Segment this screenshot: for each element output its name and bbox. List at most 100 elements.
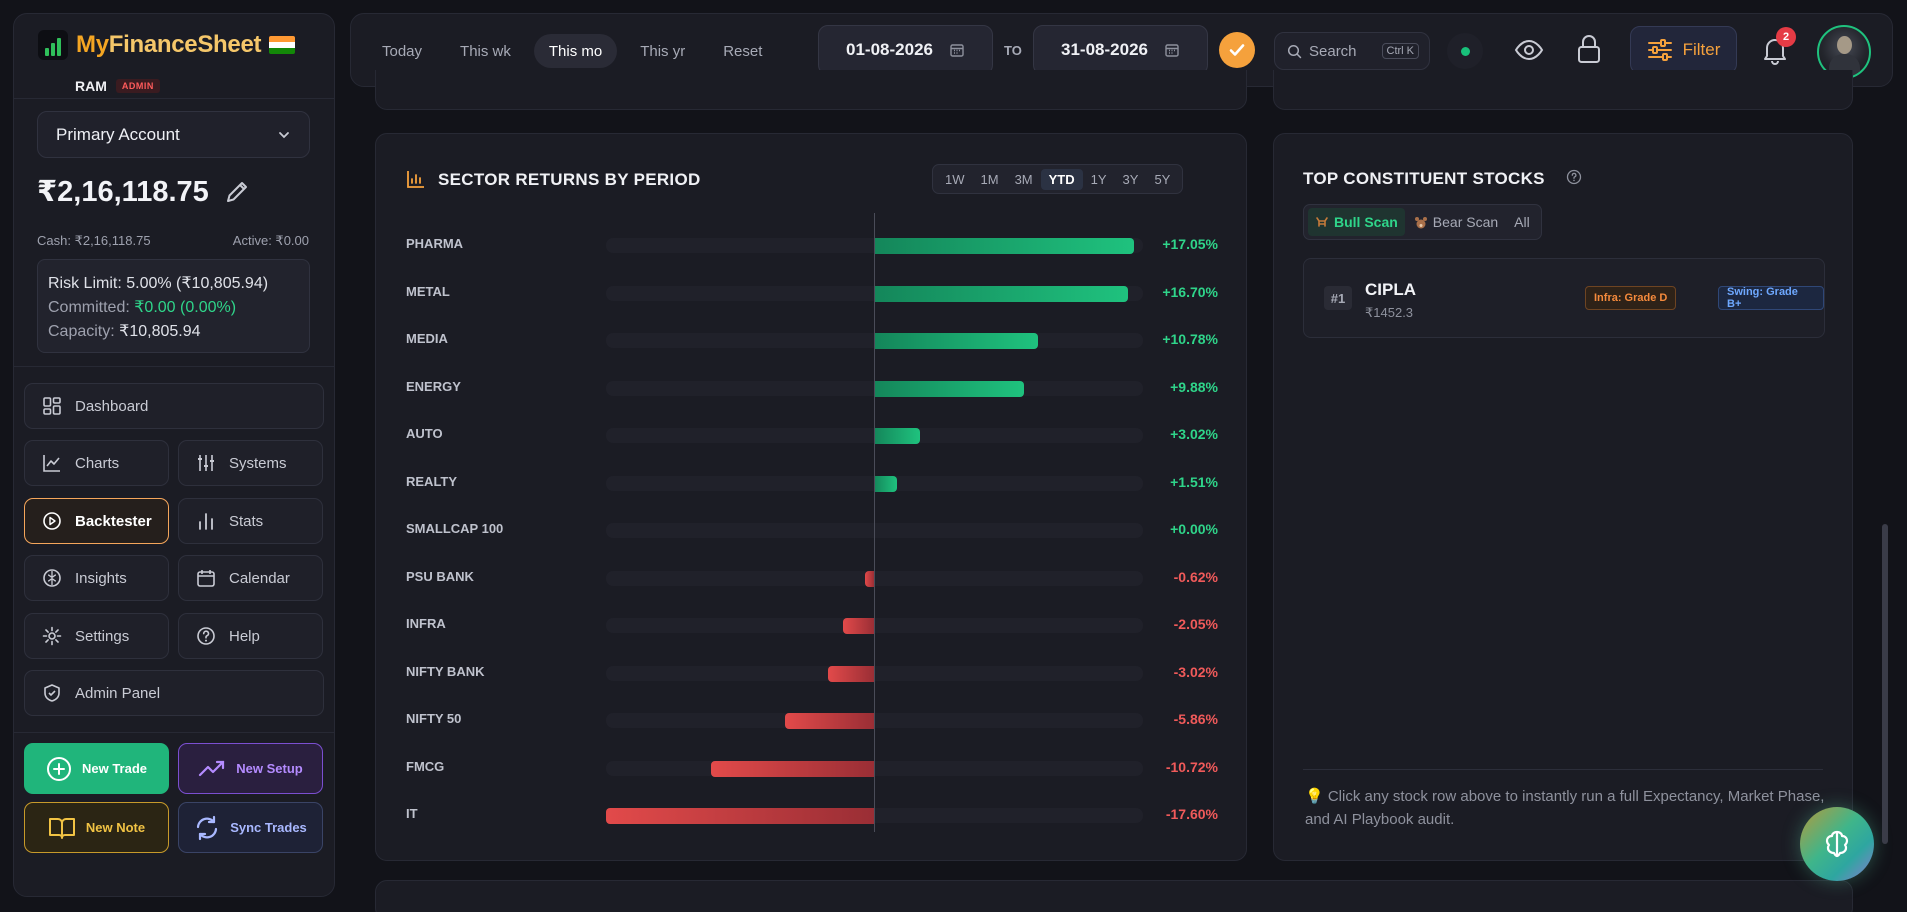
nav-admin-panel[interactable]: Admin Panel [24, 670, 324, 716]
apply-date-range-button[interactable] [1219, 32, 1255, 68]
brand[interactable]: MyFinanceSheet [38, 30, 296, 60]
nav-dashboard[interactable]: Dashboard [24, 383, 324, 429]
nav-help-label: Help [229, 627, 260, 645]
nav-insights[interactable]: Insights [24, 555, 169, 601]
check-icon [1229, 44, 1245, 56]
gear-icon [42, 626, 62, 646]
new-setup-button[interactable]: New Setup [178, 743, 323, 794]
sector-bar [874, 285, 1129, 302]
tab-bear-scan[interactable]: Bear Scan [1407, 208, 1505, 236]
nav-systems[interactable]: Systems [178, 440, 323, 486]
period-tab-this-year[interactable]: This yr [640, 42, 686, 60]
user-info: RAM ADMIN [75, 78, 160, 94]
brand-name-part2: FinanceSheet [108, 31, 262, 58]
account-select[interactable]: Primary Account [37, 111, 310, 158]
book-open-icon [48, 817, 75, 839]
range-tab-1w[interactable]: 1W [945, 171, 965, 187]
sector-bar [874, 333, 1039, 349]
india-flag-icon [269, 36, 296, 54]
new-note-label: New Note [85, 820, 146, 835]
nav-settings[interactable]: Settings [24, 613, 169, 659]
sector-row[interactable]: NIFTY 50 -5.86% [376, 709, 1248, 729]
nav-stats[interactable]: Stats [178, 498, 323, 544]
sector-name: PSU BANK [406, 568, 474, 584]
range-tab-3y[interactable]: 3Y [1122, 171, 1139, 187]
sector-row[interactable]: NIFTY BANK -3.02% [376, 662, 1248, 682]
panel-below [375, 880, 1853, 912]
new-note-button[interactable]: New Note [24, 802, 169, 853]
sync-icon [197, 815, 218, 840]
connection-status[interactable] [1447, 33, 1483, 69]
tab-all[interactable]: All [1514, 214, 1530, 230]
sector-row[interactable]: FMCG -10.72% [376, 757, 1248, 777]
nav-charts[interactable]: Charts [24, 440, 169, 486]
sector-value-label: -2.05% [1173, 616, 1218, 632]
risk-committed: Committed: ₹0.00 (0.00%) [48, 296, 299, 320]
date-from-value: 01-08-2026 [846, 40, 933, 59]
sector-row[interactable]: PSU BANK -0.62% [376, 567, 1248, 587]
new-trade-label: New Trade [81, 761, 148, 776]
new-trade-button[interactable]: New Trade [24, 743, 169, 794]
eye-icon[interactable] [1514, 35, 1544, 65]
sector-value-label: +17.05% [1162, 236, 1218, 252]
sector-bar [864, 570, 874, 587]
sector-row[interactable]: SMALLCAP 100 +0.00% [376, 519, 1248, 539]
sector-row[interactable]: AUTO +3.02% [376, 424, 1248, 444]
tab-bull-scan[interactable]: Bull Scan [1308, 208, 1405, 236]
sector-name: MEDIA [406, 331, 448, 346]
brand-name: MyFinanceSheet [76, 31, 262, 59]
sector-name: FMCG [406, 758, 445, 774]
sector-row[interactable]: ENERGY +9.88% [376, 377, 1248, 397]
edit-pencil-icon[interactable] [223, 178, 251, 206]
sync-trades-button[interactable]: Sync Trades [178, 802, 323, 853]
sector-row[interactable]: PHARMA +17.05% [376, 234, 1248, 254]
risk-limit: Risk Limit: 5.00% (₹10,805.94) [48, 275, 269, 292]
bull-icon [1316, 217, 1328, 227]
notification-count-badge: 2 [1776, 27, 1796, 47]
range-tab-3m[interactable]: 3M [1014, 171, 1033, 187]
info-help-icon[interactable] [1566, 169, 1582, 185]
chevron-down-icon [279, 131, 289, 138]
range-tab-5y[interactable]: 5Y [1154, 171, 1171, 187]
range-tab-ytd[interactable]: YTD [1040, 168, 1083, 190]
range-tab-1y[interactable]: 1Y [1090, 171, 1107, 187]
sidebar: MyFinanceSheet RAM ADMIN Primary Account… [13, 13, 335, 897]
sector-value-label: +10.78% [1162, 331, 1218, 347]
balance: ₹2,16,118.75 [37, 174, 251, 209]
filter-button[interactable]: Filter [1630, 26, 1737, 74]
sector-row[interactable]: MEDIA +10.78% [376, 329, 1248, 349]
sector-row[interactable]: REALTY +1.51% [376, 472, 1248, 492]
lock-icon[interactable] [1575, 33, 1603, 65]
search-icon [1287, 44, 1302, 58]
search-shortcut: Ctrl K [1381, 43, 1419, 59]
search-input[interactable]: Search Ctrl K [1274, 32, 1430, 70]
nav-calendar[interactable]: Calendar [178, 555, 323, 601]
sector-row[interactable]: IT -17.60% [376, 804, 1248, 824]
period-reset-button[interactable]: Reset [723, 42, 763, 60]
period-tab-this-week[interactable]: This wk [460, 42, 511, 60]
period-tab-this-month[interactable]: This mo [533, 34, 618, 68]
date-from-input[interactable]: 01-08-2026 [818, 25, 993, 75]
sector-row[interactable]: METAL +16.70% [376, 282, 1248, 302]
period-tabs: Today This wk This mo This yr Reset [367, 34, 777, 68]
top-stocks-panel: TOP CONSTITUENT STOCKS Bull Scan Bear Sc… [1273, 133, 1853, 861]
bear-icon [1414, 216, 1427, 228]
stock-price: ₹1452.3 [1365, 305, 1414, 320]
new-setup-label: New Setup [236, 761, 303, 776]
bar-chart-icon [407, 171, 424, 188]
page-scrollbar[interactable] [1882, 524, 1888, 844]
sector-name: REALTY [406, 473, 458, 489]
nav-backtester[interactable]: Backtester [24, 498, 169, 544]
sliders-icon [198, 455, 214, 471]
period-tab-today[interactable]: Today [382, 42, 423, 60]
sector-value-label: -10.72% [1165, 758, 1218, 775]
risk-capacity-label: Capacity: [48, 323, 115, 340]
sector-row[interactable]: INFRA -2.05% [376, 614, 1248, 634]
range-tab-1m[interactable]: 1M [980, 171, 999, 187]
ai-assistant-button[interactable] [1800, 807, 1874, 881]
sector-returns-panel: SECTOR RETURNS BY PERIOD 1W 1M 3M YTD 1Y… [375, 133, 1247, 861]
stock-row[interactable]: #1 CIPLA ₹1452.3 Infra: Grade D Swing: G… [1303, 258, 1825, 338]
range-tabs: 1W 1M 3M YTD 1Y 3Y 5Y [932, 164, 1184, 194]
nav-help[interactable]: Help [178, 613, 323, 659]
date-to-input[interactable]: 31-08-2026 [1033, 25, 1208, 75]
